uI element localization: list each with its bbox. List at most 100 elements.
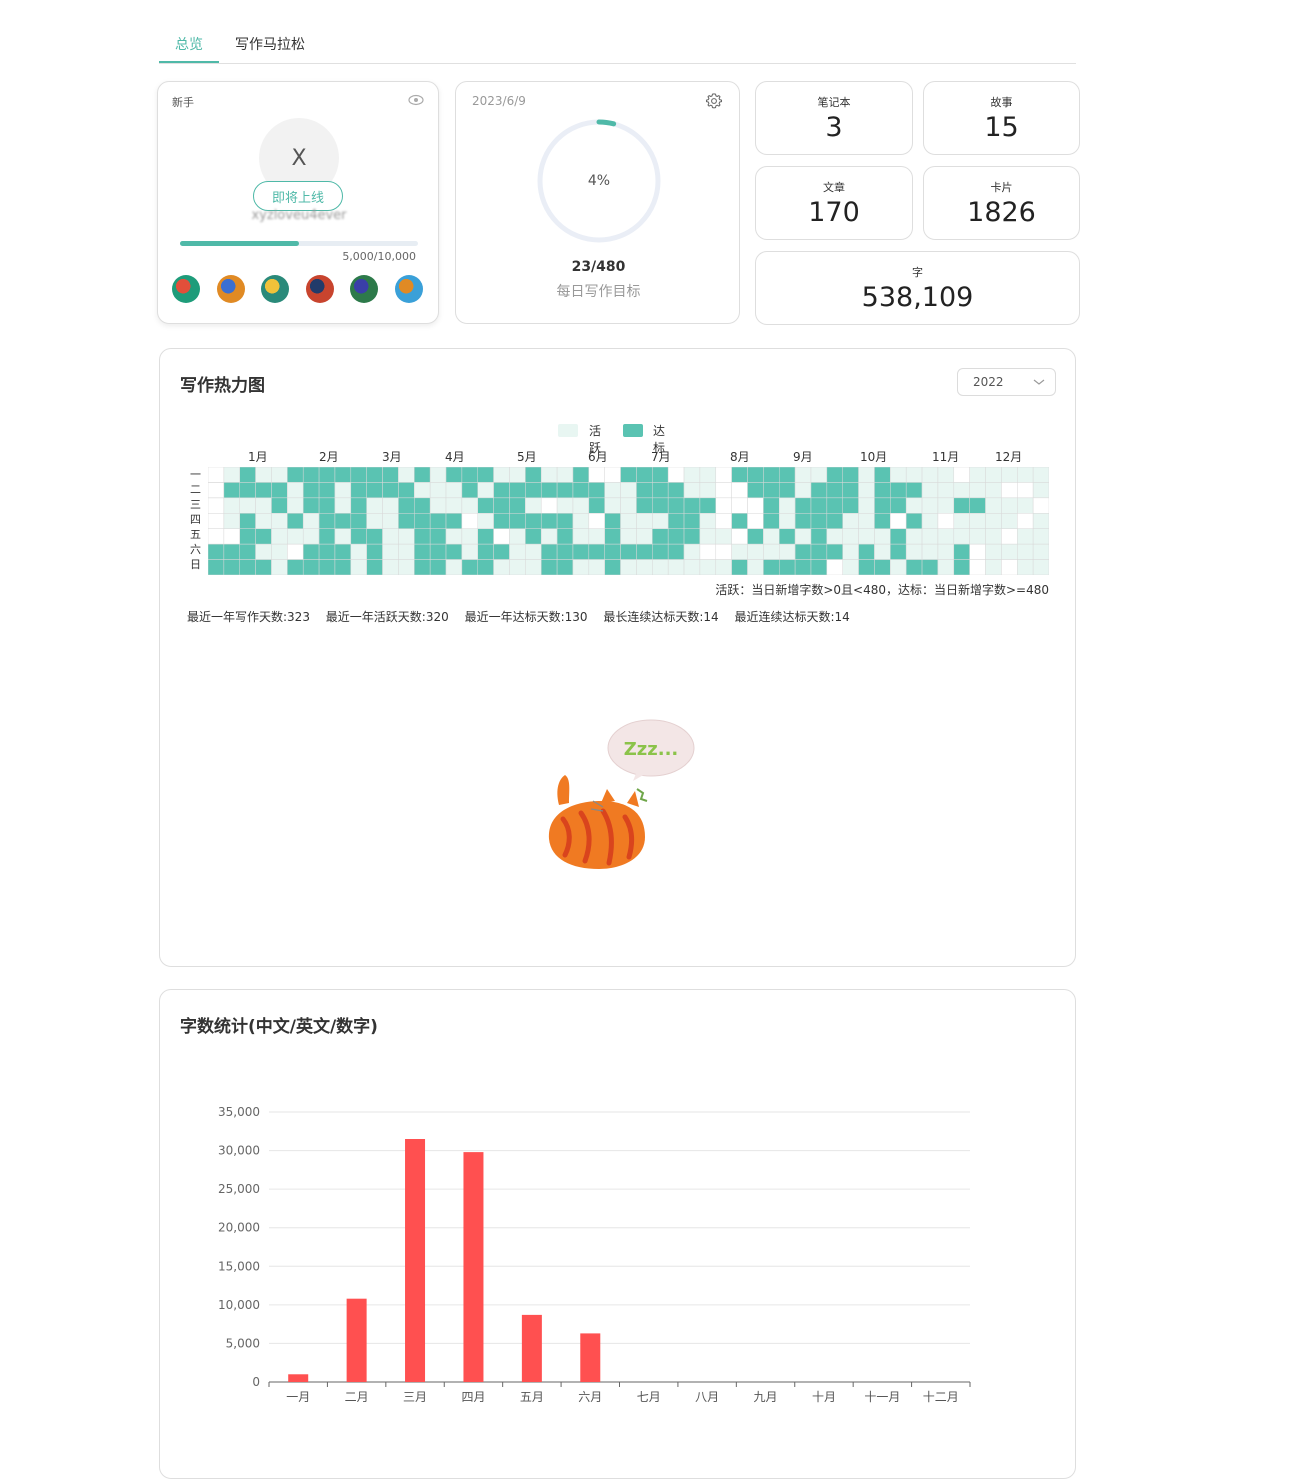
x-tick-label: 八月	[695, 1390, 719, 1404]
heatmap-day-cell	[842, 467, 859, 483]
year-select[interactable]: 2022	[957, 368, 1056, 396]
heatmap-day-cell	[794, 482, 812, 499]
heatmap-day-cell	[572, 543, 590, 560]
heatmap-day-cell	[334, 528, 352, 545]
heatmap-day-cell	[652, 497, 669, 514]
heatmap-day-cell	[731, 528, 748, 545]
y-tick-label: 5,000	[226, 1336, 260, 1350]
badge-icon[interactable]	[395, 275, 423, 303]
heatmap-day-cell	[334, 497, 352, 514]
heatmap-day-cell	[905, 543, 923, 560]
month-label: 1月	[248, 450, 268, 464]
heatmap-day-cell	[842, 543, 859, 560]
heatmap-day-cell	[810, 543, 828, 560]
stat-value: 15	[984, 112, 1019, 143]
heatmap-day-cell	[1001, 513, 1018, 529]
month-label: 3月	[382, 450, 402, 464]
heatmap-day-cell	[509, 497, 526, 514]
heatmap-day-cell	[255, 482, 272, 499]
heatmap-day-cell	[969, 467, 986, 483]
heatmap-day-cell	[715, 528, 732, 545]
heatmap-day-cell	[826, 497, 843, 514]
stat-cards[interactable]: 卡片 1826	[923, 166, 1080, 240]
stat-articles[interactable]: 文章 170	[755, 166, 913, 240]
heatmap-day-cell	[414, 513, 431, 529]
heatmap-day-cell	[810, 559, 828, 575]
heatmap-day-cell	[1017, 543, 1034, 560]
heatmap-day-cell	[969, 528, 986, 545]
tab-writing-marathon[interactable]: 写作马拉松	[235, 37, 305, 53]
badge-icon[interactable]	[216, 275, 245, 303]
summary-active-days: 最近一年活跃天数:320	[325, 610, 449, 624]
sleeping-cat-illustration: Zzz...	[548, 719, 695, 869]
heatmap-day-cell	[1001, 482, 1018, 499]
heatmap-day-cell	[334, 482, 352, 499]
heatmap-day-cell	[1032, 528, 1049, 545]
weekday-label: 日	[190, 558, 201, 571]
heatmap-day-cell	[731, 543, 748, 560]
eye-icon[interactable]	[408, 94, 424, 106]
x-tick-label: 十月	[812, 1390, 836, 1404]
heatmap-day-cell	[763, 467, 780, 483]
heatmap-day-cell	[382, 528, 399, 545]
heatmap-day-cell	[398, 467, 415, 483]
badge-icon[interactable]	[350, 275, 379, 303]
heatmap-day-cell	[525, 528, 542, 545]
heatmap-day-cell	[667, 513, 685, 529]
y-tick-label: 30,000	[218, 1144, 260, 1158]
coming-soon-button[interactable]: 即将上线	[253, 181, 343, 211]
stat-notebooks[interactable]: 笔记本 3	[755, 81, 913, 155]
stat-stories[interactable]: 故事 15	[923, 81, 1080, 155]
heatmap-day-cell	[683, 497, 701, 514]
heatmap-day-cell	[985, 528, 1002, 545]
heatmap-day-cell	[1032, 482, 1049, 499]
badge-icon[interactable]	[172, 275, 200, 303]
active-tab-indicator	[159, 61, 219, 63]
heatmap-day-cell	[429, 482, 447, 499]
heatmap-day-cell	[271, 467, 288, 483]
heatmap-day-cell	[715, 482, 732, 499]
stat-value: 1826	[967, 197, 1036, 228]
heatmap-day-cell	[350, 528, 367, 545]
heatmap-day-cell	[540, 528, 558, 545]
heatmap-day-cell	[255, 497, 272, 514]
heatmap-day-cell	[509, 528, 526, 545]
heatmap-day-cell	[223, 513, 240, 529]
heatmap-summary: 最近一年写作天数:323 最近一年活跃天数:320 最近一年达标天数:130 最…	[187, 608, 862, 625]
heatmap-day-cell	[921, 559, 939, 575]
heatmap-day-cell	[794, 497, 812, 514]
heatmap-day-cell	[667, 482, 685, 499]
heatmap-day-cell	[715, 467, 732, 483]
heatmap-day-cell	[604, 513, 621, 529]
stat-value: 170	[808, 197, 860, 228]
heatmap-day-cell	[858, 497, 875, 514]
heatmap-day-cell	[208, 513, 225, 529]
heatmap-day-cell	[350, 543, 367, 560]
heatmap-day-cell	[747, 543, 764, 560]
stat-words[interactable]: 字 538,109	[755, 251, 1080, 325]
heatmap-day-cell	[334, 467, 352, 483]
heatmap-day-cell	[588, 482, 605, 499]
heatmap-day-cell	[1017, 482, 1034, 499]
heatmap-day-cell	[604, 467, 621, 483]
x-tick-label: 一月	[286, 1390, 310, 1404]
heatmap-day-cell	[556, 543, 574, 560]
heatmap-day-cell	[985, 482, 1002, 499]
heatmap-day-cell	[572, 482, 590, 499]
badge-icon[interactable]	[305, 275, 334, 303]
badge-icon[interactable]	[261, 275, 290, 303]
profile-card: 新手 X 即将上线 xyzloveu4ever 5,000/10,000	[157, 81, 439, 324]
heatmap-day-cell	[810, 497, 828, 514]
heatmap-day-cell	[826, 467, 843, 483]
gear-icon[interactable]	[705, 92, 723, 110]
heatmap-day-cell	[318, 543, 336, 560]
heatmap-day-cell	[905, 559, 923, 575]
heatmap-day-cell	[287, 559, 304, 575]
heatmap-day-cell	[1017, 467, 1034, 483]
month-label: 8月	[730, 450, 750, 464]
heatmap-day-cell	[620, 559, 637, 575]
heatmap-day-cell	[699, 467, 717, 483]
tab-overview[interactable]: 总览	[175, 37, 203, 53]
heatmap-day-cell	[287, 497, 304, 514]
heatmap-rule-text: 活跃：当日新增字数>0且<480，达标：当日新增字数>=480	[715, 583, 1049, 597]
